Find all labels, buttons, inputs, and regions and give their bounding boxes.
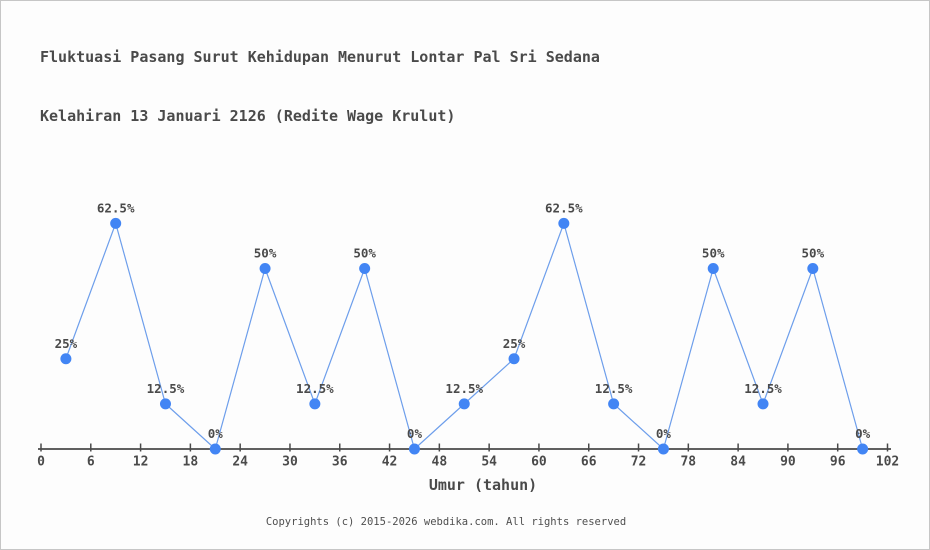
x-axis-tick-label: 6 (87, 455, 95, 470)
data-point-label: 50% (353, 246, 376, 261)
x-axis-tick-label: 78 (680, 455, 696, 470)
x-axis-tick-label: 96 (830, 455, 846, 470)
data-point (757, 398, 769, 410)
data-point-label: 50% (254, 246, 277, 261)
data-point-label: 62.5% (97, 200, 135, 215)
data-point-label: 0% (208, 426, 224, 441)
data-point (259, 263, 271, 274)
x-axis-tick-label: 90 (780, 455, 796, 470)
x-axis-tick-label: 24 (232, 455, 248, 470)
x-axis-tick-label: 72 (631, 455, 647, 470)
data-point (408, 443, 420, 455)
data-point-label: 50% (802, 246, 825, 261)
x-axis-tick-label: 48 (432, 455, 448, 470)
data-point-label: 0% (656, 426, 672, 441)
x-axis-tick-label: 66 (581, 455, 597, 470)
data-point (110, 217, 122, 229)
data-point (60, 353, 72, 365)
copyright-footer: Copyrights (c) 2015-2026 webdika.com. Al… (265, 516, 627, 528)
chart-title: Fluktuasi Pasang Surut Kehidupan Menurut… (40, 9, 600, 165)
data-series-line (65, 221, 864, 451)
data-point (857, 443, 869, 455)
data-point (159, 398, 171, 410)
data-point-label: 25% (55, 336, 78, 351)
data-point-label: 0% (855, 426, 871, 441)
data-point-label: 62.5% (545, 200, 583, 215)
x-axis-tick-label: 0 (37, 455, 45, 470)
data-point-label: 12.5% (296, 381, 334, 396)
x-axis-tick-label: 12 (133, 455, 149, 470)
data-point (707, 263, 719, 274)
data-point (608, 398, 620, 410)
x-axis-tick-label: 84 (730, 455, 746, 470)
data-point-label: 12.5% (595, 381, 633, 396)
data-point (359, 263, 371, 274)
data-point (807, 263, 819, 274)
data-point (558, 217, 570, 229)
data-point-label: 0% (407, 426, 423, 441)
x-axis-tick-label: 36 (332, 455, 348, 470)
data-point-label: 12.5% (744, 381, 782, 396)
data-point-label: 12.5% (445, 381, 483, 396)
data-point-label: 12.5% (147, 381, 185, 396)
data-point-label: 25% (503, 336, 526, 351)
data-point (209, 443, 221, 455)
data-point (309, 398, 321, 410)
data-point-label: 50% (702, 246, 725, 261)
data-point (508, 353, 520, 365)
x-axis-tick-label: 54 (481, 455, 497, 470)
chart-title-line1: Fluktuasi Pasang Surut Kehidupan Menurut… (40, 48, 600, 66)
x-axis-tick-label: 30 (282, 455, 298, 470)
x-axis-tick-label: 18 (183, 455, 199, 470)
x-axis-tick-label: 60 (531, 455, 547, 470)
chart-title-line2: Kelahiran 13 Januari 2126 (Redite Wage K… (40, 106, 456, 125)
x-axis-tick-label: 42 (382, 455, 398, 470)
x-axis-tick-label: 102 (876, 455, 899, 470)
data-point (657, 443, 669, 455)
x-axis-title: Umur (tahun) (428, 476, 538, 494)
data-point (458, 398, 470, 410)
